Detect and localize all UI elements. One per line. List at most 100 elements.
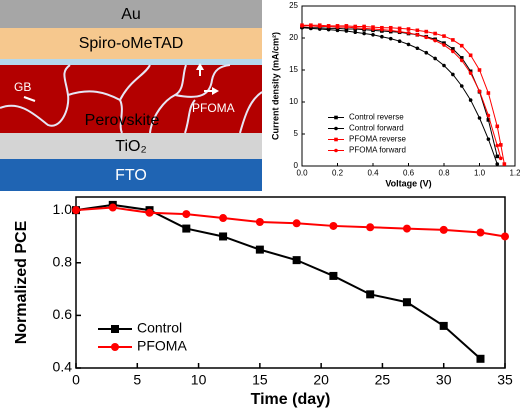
y-tick-label: 0: [294, 161, 299, 170]
marker: [111, 343, 119, 351]
fto-layer: [0, 159, 262, 191]
marker: [402, 298, 411, 307]
tio2-layer: [0, 133, 262, 159]
marker: [108, 203, 117, 212]
x-tick-label: 0: [72, 371, 80, 387]
arrow-head: [212, 87, 219, 95]
layer-label: Au: [121, 6, 141, 23]
marker: [477, 68, 482, 72]
layer-label: Spiro-oMeTAD: [79, 35, 184, 52]
grain-boundary: [239, 91, 263, 134]
marker: [477, 89, 482, 93]
layer-label: FTO: [115, 167, 147, 184]
marker: [468, 53, 473, 58]
marker: [451, 47, 455, 51]
marker: [344, 27, 349, 31]
marker: [362, 26, 366, 31]
marker: [406, 42, 411, 47]
marker: [344, 29, 349, 33]
grain-boundary: [0, 64, 71, 127]
plot-frame: [75, 196, 506, 369]
legend-label: PFOMA reverse: [349, 135, 406, 144]
marker: [255, 245, 264, 254]
marker: [495, 143, 500, 148]
marker: [326, 27, 331, 32]
marker: [459, 56, 464, 60]
marker: [459, 84, 464, 88]
marker: [300, 24, 304, 28]
marker: [424, 35, 429, 40]
marker: [292, 219, 301, 228]
marker: [439, 225, 448, 234]
marker: [317, 24, 322, 29]
arrows: [23, 63, 219, 102]
marker: [366, 223, 375, 232]
x-tick-label: 35: [497, 371, 513, 387]
x-tick-label: 15: [252, 371, 268, 387]
x-tick-label: 0.2: [332, 168, 344, 177]
x-tick-label: 10: [191, 371, 207, 387]
marker: [111, 325, 119, 333]
marker: [353, 30, 358, 35]
marker: [309, 26, 313, 31]
x-tick-label: 0.6: [403, 168, 415, 177]
y-tick-label: 15: [289, 65, 298, 74]
y-tick-label: 5: [294, 129, 299, 138]
marker: [255, 217, 264, 226]
y-tick-label: 0.6: [53, 306, 73, 322]
marker: [371, 33, 375, 37]
x-axis-label: Voltage (V): [385, 178, 431, 188]
marker: [182, 210, 191, 219]
marker: [477, 116, 482, 120]
x-axis-label: Time (day): [251, 391, 331, 408]
grain-boundary: [119, 64, 151, 101]
marker: [476, 354, 485, 363]
legend-label: Control: [137, 320, 182, 336]
y-tick-label: 20: [289, 33, 298, 42]
x-tick-label: 30: [436, 371, 452, 387]
arrow-head: [196, 63, 204, 70]
marker: [442, 34, 446, 38]
y-tick-label: 10: [289, 97, 298, 106]
marker: [501, 232, 509, 241]
marker: [451, 72, 455, 77]
x-tick-label: 5: [133, 371, 141, 387]
marker: [371, 25, 375, 29]
marker: [451, 38, 455, 42]
legend-label: Control reverse: [349, 113, 404, 122]
marker: [476, 228, 485, 237]
marker: [335, 25, 340, 29]
annotation: GB: [14, 80, 31, 94]
y-axis-label: Normalized PCE: [13, 220, 30, 344]
marker: [439, 321, 448, 330]
legend-label: PFOMA: [137, 338, 187, 354]
y-tick-label: 0.4: [53, 359, 73, 375]
marker: [415, 46, 420, 51]
marker: [486, 113, 491, 118]
marker: [329, 221, 338, 230]
marker: [334, 115, 338, 120]
legend-label: Control forward: [349, 124, 404, 133]
x-tick-label: 1.0: [474, 168, 486, 177]
marker: [292, 256, 301, 265]
x-tick-label: 20: [313, 371, 329, 387]
marker: [397, 39, 402, 43]
marker: [495, 162, 500, 166]
marker: [424, 50, 429, 55]
marker: [486, 118, 491, 122]
marker: [329, 271, 338, 280]
marker: [219, 214, 228, 223]
marker: [433, 56, 437, 61]
marker: [406, 31, 411, 35]
y-tick-label: 25: [289, 1, 298, 10]
marker: [486, 91, 491, 95]
y-tick-label: 1.0: [53, 201, 73, 217]
marker: [415, 28, 420, 33]
series-line: [75, 203, 482, 360]
marker: [353, 25, 358, 30]
schematic: Au Spiro-oMeTAD Perovskite TiO₂ FTO GB P…: [0, 0, 263, 191]
x-tick-label: 0.4: [367, 168, 379, 177]
marker: [499, 156, 503, 161]
marker: [380, 27, 384, 32]
marker: [424, 29, 429, 34]
